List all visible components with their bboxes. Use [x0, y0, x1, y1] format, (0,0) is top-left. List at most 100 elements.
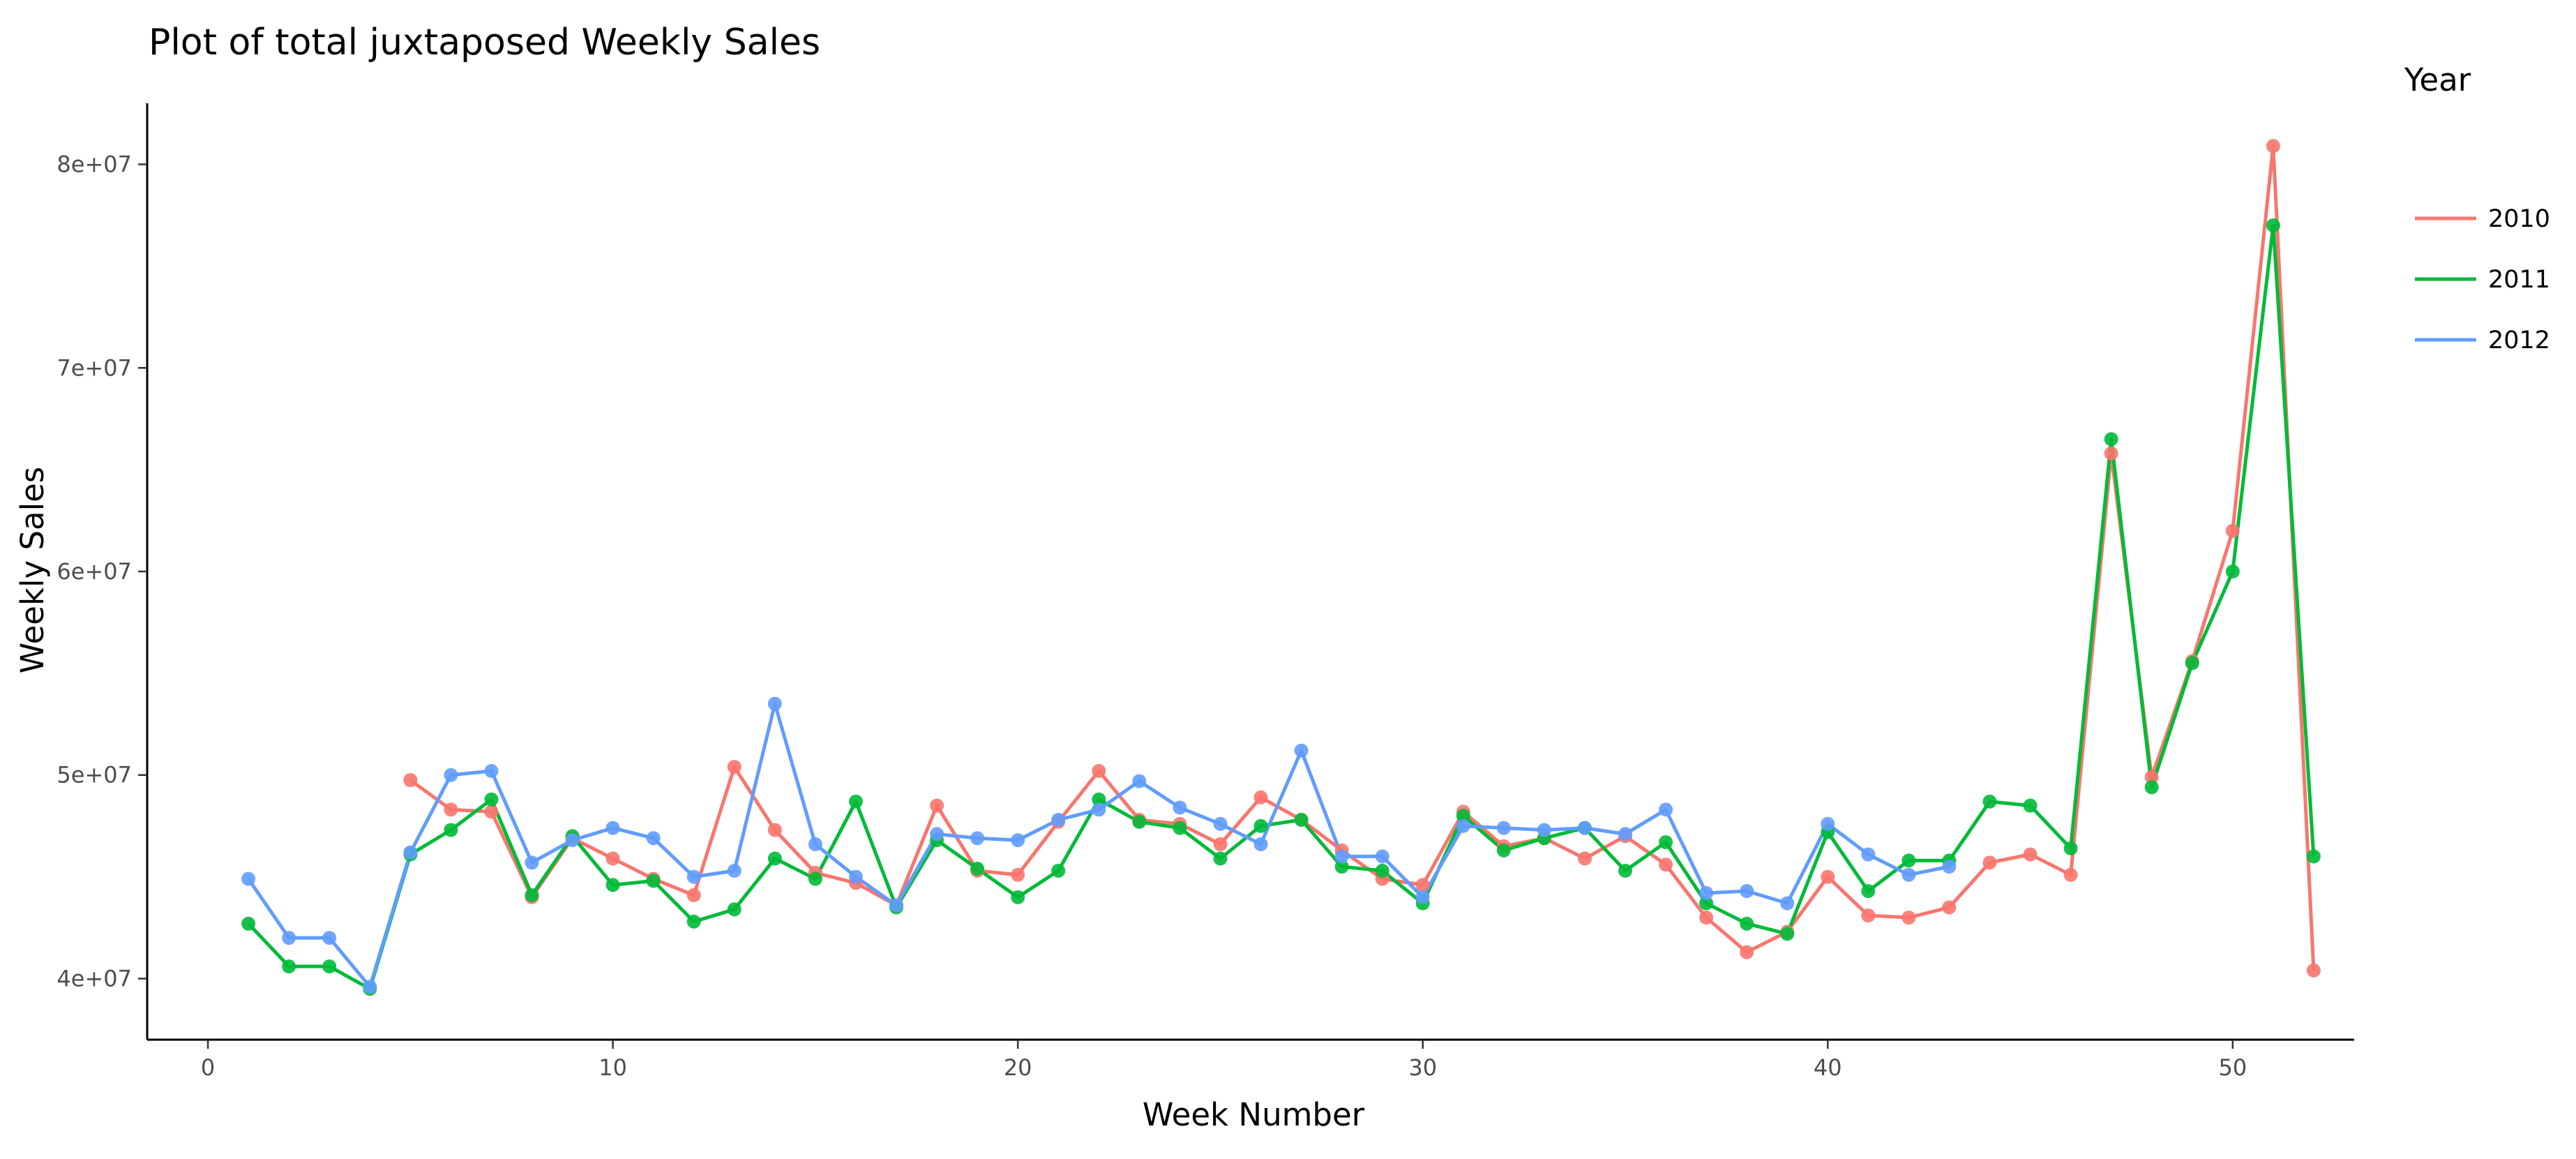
legend-label-2011: 2011 [2488, 266, 2550, 294]
data-point [1173, 821, 1187, 835]
data-point [808, 837, 822, 851]
data-point [1092, 802, 1106, 817]
data-point [525, 855, 539, 870]
chart-title: Plot of total juxtaposed Weekly Sales [149, 22, 820, 63]
data-point [767, 823, 782, 837]
x-tick-label: 40 [1814, 1054, 1842, 1081]
data-point [1537, 823, 1551, 837]
legend-label-2012: 2012 [2488, 327, 2550, 354]
data-point [686, 888, 701, 902]
data-point [849, 869, 863, 884]
series-line-2010 [409, 144, 2316, 971]
legend: Year 2010 2011 2012 [2404, 61, 2550, 354]
data-point [1132, 814, 1147, 829]
y-axis-title: Weekly Sales [14, 467, 51, 674]
data-point [2144, 770, 2159, 784]
y-tick-label: 5e+07 [57, 762, 132, 788]
data-point [1253, 837, 1268, 851]
x-tick-label: 50 [2218, 1054, 2247, 1081]
data-point [1699, 911, 1714, 925]
data-point [282, 931, 296, 945]
data-point [1092, 763, 1106, 778]
data-point [1415, 878, 1430, 892]
data-point [1496, 843, 1511, 858]
x-tick-label: 10 [598, 1054, 627, 1081]
data-point [403, 845, 418, 860]
data-point [241, 916, 256, 931]
data-point [484, 805, 499, 819]
data-point [1861, 884, 1876, 898]
data-point [525, 888, 539, 902]
data-point [1294, 812, 1309, 827]
data-point [1821, 869, 1835, 884]
data-point [2104, 432, 2118, 447]
data-point [1496, 821, 1511, 835]
data-point [686, 914, 701, 929]
data-point [646, 831, 661, 846]
data-point [1051, 863, 1066, 878]
data-point [2144, 780, 2159, 795]
x-tick-label: 30 [1408, 1054, 1437, 1081]
data-point [1982, 855, 1997, 870]
data-point [1213, 837, 1228, 851]
y-tick-label: 8e+07 [57, 151, 132, 178]
series-layer [241, 139, 2321, 996]
data-point [1011, 833, 1025, 848]
data-point [686, 869, 701, 884]
data-point [1780, 927, 1795, 941]
data-point [808, 872, 822, 886]
series-points-2012 [241, 696, 1957, 994]
data-point [444, 802, 458, 817]
data-point [605, 878, 620, 892]
data-point [1699, 885, 1714, 900]
data-point [282, 959, 296, 973]
data-point [1982, 794, 1997, 809]
data-point [322, 931, 337, 945]
data-point [2063, 841, 2078, 855]
data-point [484, 792, 499, 807]
data-point [767, 696, 782, 711]
data-point [1334, 860, 1349, 874]
data-point [1456, 809, 1470, 823]
data-point [970, 861, 985, 876]
data-point [727, 863, 741, 878]
data-point [1132, 774, 1147, 788]
data-point [1011, 867, 1025, 882]
data-point [889, 898, 903, 913]
data-point [1740, 884, 1754, 898]
data-point [2306, 849, 2321, 864]
data-point [1173, 800, 1187, 815]
data-point [1861, 908, 1876, 922]
x-tick-label: 20 [1004, 1054, 1032, 1081]
data-point [605, 821, 620, 835]
x-axis-title: Week Number [1143, 1096, 1365, 1133]
data-point [2104, 446, 2118, 461]
data-point [2023, 798, 2038, 813]
data-point [322, 959, 337, 973]
data-point [1659, 802, 1673, 817]
data-point [241, 872, 256, 886]
data-point [1578, 851, 1592, 866]
data-point [2185, 656, 2199, 671]
data-point [1051, 812, 1066, 827]
data-point [1456, 818, 1470, 833]
y-tick-label: 4e+07 [57, 965, 132, 992]
data-point [2063, 867, 2078, 882]
data-point [565, 833, 580, 848]
data-point [1740, 945, 1754, 959]
data-point [1092, 792, 1106, 807]
legend-title: Year [2404, 61, 2471, 98]
data-point [444, 768, 458, 782]
data-point [767, 851, 782, 866]
data-point [930, 798, 944, 813]
data-point [1901, 911, 1916, 925]
series-line-2011 [247, 223, 2316, 991]
data-point [1659, 835, 1673, 849]
data-point [727, 902, 741, 917]
data-point [363, 980, 377, 994]
data-point [2266, 139, 2280, 154]
data-point [1253, 818, 1268, 833]
data-point [1861, 847, 1876, 862]
data-point [1011, 890, 1025, 904]
